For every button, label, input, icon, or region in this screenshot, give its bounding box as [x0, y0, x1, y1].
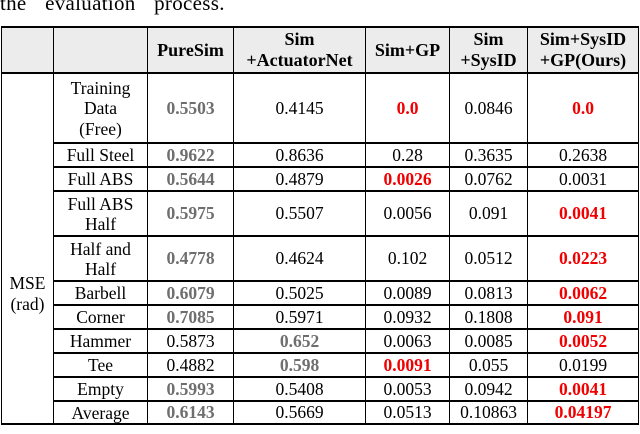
table-row-full-abs-half: Full ABS Half 0.5975 0.5507 0.0056 0.091… — [2, 190, 639, 238]
value-cell: 0.5993 — [147, 376, 234, 403]
value-cell: 0.28 — [365, 142, 450, 169]
row-label: Half and Half — [53, 235, 148, 283]
value-cell: 0.0223 — [527, 235, 639, 283]
value-cell: 0.0089 — [365, 280, 450, 307]
col-header-puresim: PureSim — [147, 25, 234, 75]
table-row-corner: Corner 0.7085 0.5971 0.0932 0.1808 0.091 — [2, 304, 639, 331]
col-header-sim-gp: Sim+GP — [365, 25, 450, 75]
intro-paragraph-clipped: the evaluation process. — [0, 0, 640, 15]
value-cell: 0.2638 — [527, 142, 639, 169]
value-cell: 0.091 — [449, 190, 528, 238]
value-cell: 0.6143 — [147, 400, 234, 426]
table-row-training-data: MSE (rad) Training Data (Free) 0.5503 0.… — [1, 72, 639, 426]
row-label: Full ABS — [53, 166, 148, 193]
value-cell: 0.5975 — [147, 190, 234, 238]
row-label: Empty — [53, 376, 148, 403]
corner-blank-label-cell — [53, 25, 148, 75]
value-cell: 0.0052 — [527, 328, 639, 355]
value-cell: 0.652 — [233, 328, 366, 355]
value-cell: 0.5971 — [233, 304, 366, 331]
value-cell: 0.102 — [365, 235, 450, 283]
value-cell: 0.5669 — [233, 400, 366, 426]
value-cell: 0.0041 — [527, 376, 639, 403]
value-cell: 0.0762 — [449, 166, 528, 193]
table-row-hammer: Hammer 0.5873 0.652 0.0063 0.0085 0.0052 — [2, 328, 639, 355]
value-cell: 0.3635 — [449, 142, 528, 169]
value-cell: 0.4145 — [233, 72, 366, 145]
table-row-full-abs: Full ABS 0.5644 0.4879 0.0026 0.0762 0.0… — [2, 166, 639, 193]
value-cell: 0.4778 — [147, 235, 234, 283]
corner-blank-group-cell — [1, 25, 54, 75]
col-header-sim-sysid: Sim +SysID — [449, 25, 528, 75]
value-cell: 0.055 — [449, 352, 528, 379]
value-cell: 0.0513 — [365, 400, 450, 426]
header-row: PureSim Sim +ActuatorNet Sim+GP Sim +Sys… — [1, 25, 639, 75]
row-label: Hammer — [53, 328, 148, 355]
value-cell: 0.5644 — [147, 166, 234, 193]
col-header-sim-sysid-gp-ours: Sim+SysID +GP(Ours) — [527, 25, 639, 75]
value-cell: 0.4882 — [147, 352, 234, 379]
value-cell: 0.0026 — [365, 166, 450, 193]
table-row-full-steel: Full Steel 0.9622 0.8636 0.28 0.3635 0.2… — [2, 142, 639, 169]
value-cell: 0.0942 — [449, 376, 528, 403]
value-cell: 0.0085 — [449, 328, 528, 355]
value-cell: 0.0056 — [365, 190, 450, 238]
value-cell: 0.0932 — [365, 304, 450, 331]
value-cell: 0.04197 — [527, 400, 639, 426]
value-cell: 0.0041 — [527, 190, 639, 238]
value-cell: 0.0512 — [449, 235, 528, 283]
value-cell: 0.7085 — [147, 304, 234, 331]
row-label: Barbell — [53, 280, 148, 307]
value-cell: 0.5408 — [233, 376, 366, 403]
value-cell: 0.4624 — [233, 235, 366, 283]
value-cell: 0.1808 — [449, 304, 528, 331]
value-cell: 0.0063 — [365, 328, 450, 355]
row-label: Tee — [53, 352, 148, 379]
mse-results-table: PureSim Sim +ActuatorNet Sim+GP Sim +Sys… — [1, 25, 639, 426]
value-cell: 0.0 — [527, 72, 639, 145]
table-row-half-and-half: Half and Half 0.4778 0.4624 0.102 0.0512… — [2, 235, 639, 283]
row-label: Full ABS Half — [53, 190, 148, 238]
row-group-label-mse-rad: MSE (rad) — [1, 72, 54, 426]
value-cell: 0.5503 — [147, 72, 234, 145]
value-cell: 0.4879 — [233, 166, 366, 193]
value-cell: 0.0062 — [527, 280, 639, 307]
value-cell: 0.0846 — [449, 72, 528, 145]
value-cell: 0.0 — [365, 72, 450, 145]
value-cell: 0.10863 — [449, 400, 528, 426]
value-cell: 0.0053 — [365, 376, 450, 403]
table-row-average: Average 0.6143 0.5669 0.0513 0.10863 0.0… — [2, 400, 639, 426]
value-cell: 0.9622 — [147, 142, 234, 169]
value-cell: 0.0091 — [365, 352, 450, 379]
value-cell: 0.6079 — [147, 280, 234, 307]
value-cell: 0.0199 — [527, 352, 639, 379]
table-row-empty: Empty 0.5993 0.5408 0.0053 0.0942 0.0041 — [2, 376, 639, 403]
intro-text: the evaluation process. — [0, 0, 225, 15]
value-cell: 0.8636 — [233, 142, 366, 169]
value-cell: 0.5025 — [233, 280, 366, 307]
table-row-barbell: Barbell 0.6079 0.5025 0.0089 0.0813 0.00… — [2, 280, 639, 307]
row-label: Corner — [53, 304, 148, 331]
col-header-sim-actuatornet: Sim +ActuatorNet — [233, 25, 366, 75]
value-cell: 0.5873 — [147, 328, 234, 355]
row-label: Full Steel — [53, 142, 148, 169]
value-cell: 0.0031 — [527, 166, 639, 193]
value-cell: 0.5507 — [233, 190, 366, 238]
row-label: Training Data (Free) — [53, 72, 148, 145]
row-label: Average — [53, 400, 148, 426]
value-cell: 0.598 — [233, 352, 366, 379]
table-row-tee: Tee 0.4882 0.598 0.0091 0.055 0.0199 — [2, 352, 639, 379]
value-cell: 0.091 — [527, 304, 639, 331]
value-cell: 0.0813 — [449, 280, 528, 307]
